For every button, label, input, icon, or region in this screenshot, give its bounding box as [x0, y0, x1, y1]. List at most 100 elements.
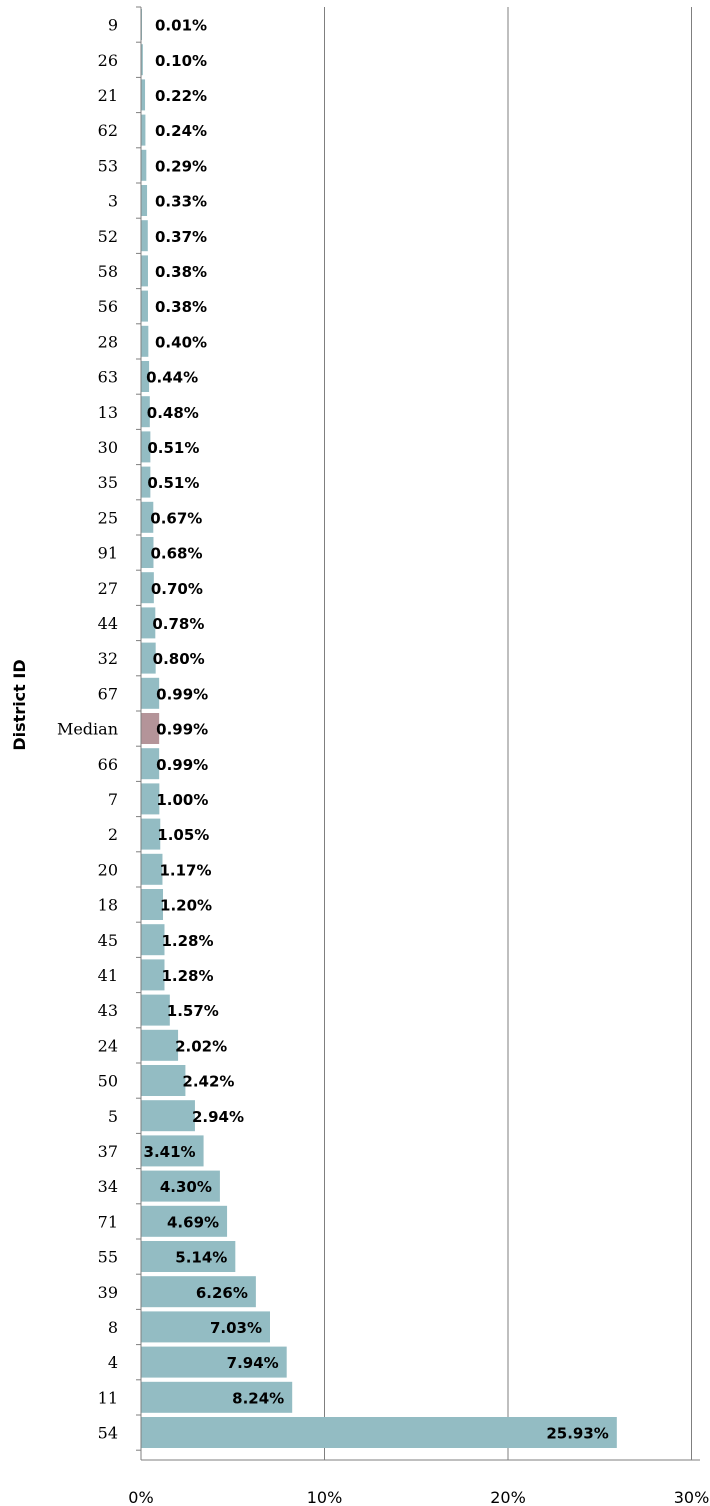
bar [141, 1311, 271, 1343]
category-label: 2 [108, 825, 118, 844]
category-label: 4 [108, 1353, 118, 1372]
data-label: 0.99% [156, 756, 208, 774]
bar [141, 396, 150, 428]
category-label: 26 [98, 51, 118, 70]
category-label: 8 [108, 1318, 118, 1337]
bar [141, 959, 165, 991]
category-label: 9 [108, 16, 118, 35]
data-label: 1.00% [156, 791, 208, 809]
bar [141, 44, 143, 76]
bar [141, 1135, 204, 1167]
category-label: 18 [98, 896, 118, 915]
bar [141, 1417, 617, 1448]
category-label: 27 [98, 579, 118, 598]
y-axis-title: District ID [10, 659, 29, 750]
bar [141, 607, 156, 639]
bar [141, 537, 154, 568]
bar [141, 677, 160, 709]
data-label: 0.44% [146, 369, 198, 387]
data-label: 0.68% [150, 545, 202, 563]
category-label: 50 [98, 1072, 118, 1091]
category-label: 35 [98, 473, 118, 492]
data-label: 0.70% [151, 580, 203, 598]
category-label: 24 [98, 1036, 118, 1055]
category-label: Median [57, 720, 118, 739]
bar [141, 1276, 256, 1308]
category-label: 54 [98, 1424, 118, 1443]
category-label: 5 [108, 1107, 118, 1126]
bar [141, 853, 163, 885]
data-label: 0.99% [156, 721, 208, 739]
x-tick-label: 0% [128, 1488, 153, 1506]
bar [141, 1241, 236, 1272]
data-label: 1.05% [157, 826, 209, 844]
data-label: 4.30% [160, 1178, 212, 1196]
axes [136, 6, 700, 1461]
category-label: 41 [98, 966, 118, 985]
category-label: 63 [98, 368, 118, 387]
x-tick-label: 30% [674, 1488, 710, 1506]
category-label: 62 [98, 121, 118, 140]
data-label: 0.40% [155, 333, 207, 351]
bar [141, 1029, 179, 1061]
category-label: 52 [98, 227, 118, 246]
category-label: 11 [98, 1388, 118, 1407]
data-label: 1.20% [160, 897, 212, 915]
data-label: 2.94% [192, 1108, 244, 1126]
bar [141, 1381, 293, 1413]
labels: 0% 10% 20% 30%9 0.01%26 0.10%21 0.22%62 0.24%53… [57, 16, 709, 1506]
bar [141, 1100, 195, 1132]
category-label: 25 [98, 508, 118, 527]
data-label: 1.17% [159, 861, 211, 879]
bar [141, 642, 156, 674]
data-label: 0.80% [153, 650, 205, 668]
bar [141, 290, 148, 322]
data-label: 0.51% [147, 474, 199, 492]
bar [141, 783, 160, 815]
category-label: 58 [98, 262, 118, 281]
data-label: 25.93% [546, 1425, 608, 1443]
category-label: 34 [98, 1177, 118, 1196]
data-label: 0.24% [155, 122, 207, 140]
bar [141, 501, 154, 533]
data-label: 0.38% [155, 263, 207, 281]
category-label: 43 [98, 1001, 118, 1020]
bar [141, 255, 148, 287]
data-label: 4.69% [167, 1213, 219, 1231]
category-label: 7 [108, 790, 118, 809]
data-label: 0.33% [155, 193, 207, 211]
data-label: 2.02% [175, 1037, 227, 1055]
data-label: 0.01% [155, 17, 207, 35]
bar [141, 924, 165, 956]
bar [141, 1346, 287, 1378]
data-label: 3.41% [144, 1143, 196, 1161]
bars [141, 9, 617, 1448]
bar [141, 149, 147, 181]
data-label: 2.42% [182, 1073, 234, 1091]
category-label: 37 [98, 1142, 118, 1161]
data-label: 1.28% [161, 932, 213, 950]
category-label: 44 [98, 614, 118, 633]
x-tick-label: 20% [490, 1488, 526, 1506]
category-label: 32 [98, 649, 118, 668]
data-label: 0.48% [147, 404, 199, 422]
data-label: 0.67% [150, 509, 202, 527]
category-label: 39 [98, 1283, 118, 1302]
category-label: 30 [98, 438, 118, 457]
category-label: 21 [98, 86, 118, 105]
data-label: 1.57% [167, 1002, 219, 1020]
data-label: 0.99% [156, 685, 208, 703]
bar [141, 185, 148, 216]
category-label: 67 [98, 684, 118, 703]
category-label: 53 [98, 156, 118, 175]
data-label: 7.03% [210, 1319, 262, 1337]
category-label: 56 [98, 297, 118, 316]
bar [141, 748, 160, 780]
category-label: 55 [98, 1248, 118, 1267]
data-label: 0.37% [155, 228, 207, 246]
bar [141, 431, 151, 463]
bar [141, 1205, 228, 1237]
bar [141, 361, 150, 392]
data-label: 0.10% [155, 52, 207, 70]
